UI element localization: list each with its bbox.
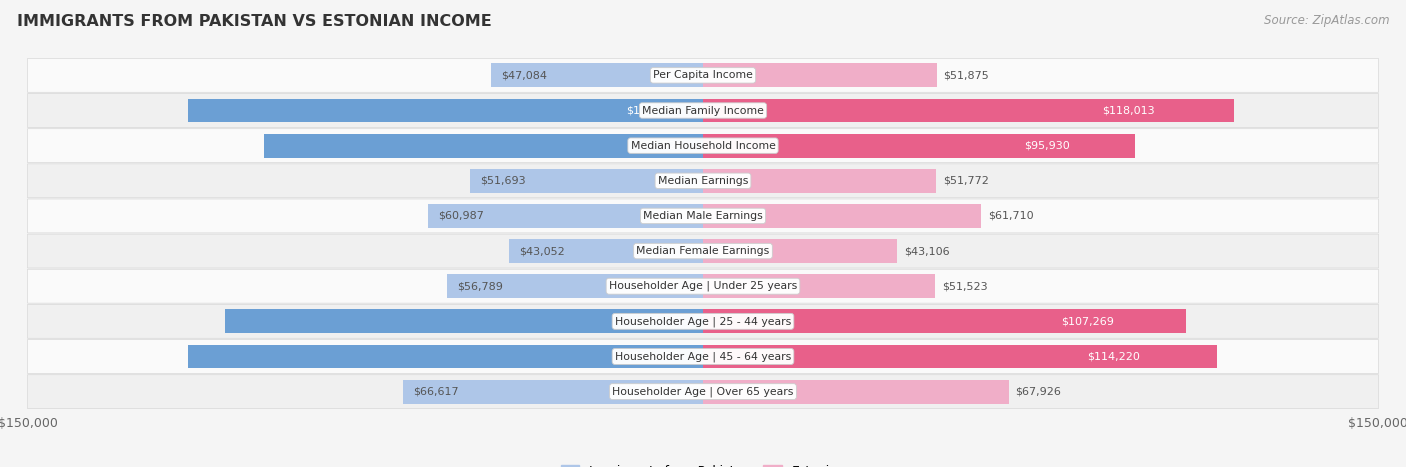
Text: Source: ZipAtlas.com: Source: ZipAtlas.com — [1264, 14, 1389, 27]
Legend: Immigrants from Pakistan, Estonian: Immigrants from Pakistan, Estonian — [555, 460, 851, 467]
Text: $114,220: $114,220 — [1087, 352, 1140, 361]
FancyBboxPatch shape — [28, 129, 1378, 163]
Bar — [470, 169, 703, 193]
Bar — [404, 380, 703, 403]
Bar — [509, 239, 703, 263]
Bar — [447, 274, 703, 298]
Bar — [703, 274, 935, 298]
Text: $60,987: $60,987 — [439, 211, 485, 221]
Bar — [225, 310, 703, 333]
Bar — [188, 345, 703, 368]
Text: $51,772: $51,772 — [943, 176, 988, 186]
Bar — [703, 169, 936, 193]
Text: $97,528: $97,528 — [637, 141, 683, 151]
FancyBboxPatch shape — [28, 304, 1378, 338]
Text: Householder Age | Over 65 years: Householder Age | Over 65 years — [612, 386, 794, 397]
Text: Median Earnings: Median Earnings — [658, 176, 748, 186]
FancyBboxPatch shape — [28, 164, 1378, 198]
Text: $47,084: $47,084 — [501, 71, 547, 80]
Bar — [703, 64, 936, 87]
Text: Median Family Income: Median Family Income — [643, 106, 763, 115]
Bar — [703, 239, 897, 263]
Text: IMMIGRANTS FROM PAKISTAN VS ESTONIAN INCOME: IMMIGRANTS FROM PAKISTAN VS ESTONIAN INC… — [17, 14, 492, 29]
Text: $106,129: $106,129 — [631, 316, 685, 326]
Text: $61,710: $61,710 — [987, 211, 1033, 221]
Text: $66,617: $66,617 — [413, 387, 458, 396]
Bar — [188, 99, 703, 122]
Text: $43,052: $43,052 — [519, 246, 565, 256]
Text: $114,434: $114,434 — [626, 352, 679, 361]
Bar — [703, 345, 1218, 368]
FancyBboxPatch shape — [28, 199, 1378, 233]
Text: Median Male Earnings: Median Male Earnings — [643, 211, 763, 221]
FancyBboxPatch shape — [28, 375, 1378, 409]
Text: Householder Age | 45 - 64 years: Householder Age | 45 - 64 years — [614, 351, 792, 362]
Text: $67,926: $67,926 — [1015, 387, 1062, 396]
Text: $114,406: $114,406 — [626, 106, 679, 115]
Bar — [264, 134, 703, 157]
Text: $118,013: $118,013 — [1102, 106, 1154, 115]
FancyBboxPatch shape — [28, 340, 1378, 374]
Text: Median Household Income: Median Household Income — [630, 141, 776, 151]
Bar — [429, 204, 703, 228]
Bar — [703, 99, 1234, 122]
Text: $56,789: $56,789 — [457, 281, 503, 291]
Text: Householder Age | Under 25 years: Householder Age | Under 25 years — [609, 281, 797, 291]
Text: $95,930: $95,930 — [1025, 141, 1070, 151]
Text: Per Capita Income: Per Capita Income — [652, 71, 754, 80]
Text: $43,106: $43,106 — [904, 246, 949, 256]
Text: $51,693: $51,693 — [481, 176, 526, 186]
FancyBboxPatch shape — [28, 58, 1378, 92]
Bar — [703, 204, 981, 228]
FancyBboxPatch shape — [28, 269, 1378, 303]
Bar — [703, 380, 1010, 403]
Text: $107,269: $107,269 — [1060, 316, 1114, 326]
Text: Householder Age | 25 - 44 years: Householder Age | 25 - 44 years — [614, 316, 792, 326]
Bar — [491, 64, 703, 87]
Text: $51,875: $51,875 — [943, 71, 988, 80]
Text: $51,523: $51,523 — [942, 281, 987, 291]
FancyBboxPatch shape — [28, 234, 1378, 268]
Bar — [703, 134, 1135, 157]
Bar — [703, 310, 1187, 333]
FancyBboxPatch shape — [28, 93, 1378, 127]
Text: Median Female Earnings: Median Female Earnings — [637, 246, 769, 256]
